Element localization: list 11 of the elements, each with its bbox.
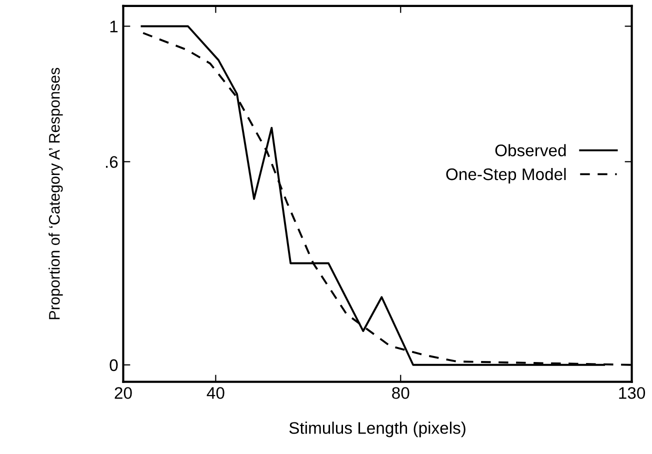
x-tick-label: 40 (206, 387, 224, 399)
x-axis-title: Stimulus Length (pixels) (289, 422, 466, 438)
y-tick-label: 1 (110, 20, 118, 32)
x-tick-label: 20 (114, 387, 132, 399)
legend-label: One-Step Model (446, 168, 566, 184)
y-axis-title: Proportion of ‘Category A’ Responses (48, 68, 63, 320)
y-tick-label: 0 (110, 359, 118, 372)
x-tick-label: 80 (392, 387, 410, 399)
x-tick-label: 130 (619, 387, 646, 399)
legend-label: Observed (495, 144, 566, 156)
y-tick-label: .6 (106, 156, 118, 168)
